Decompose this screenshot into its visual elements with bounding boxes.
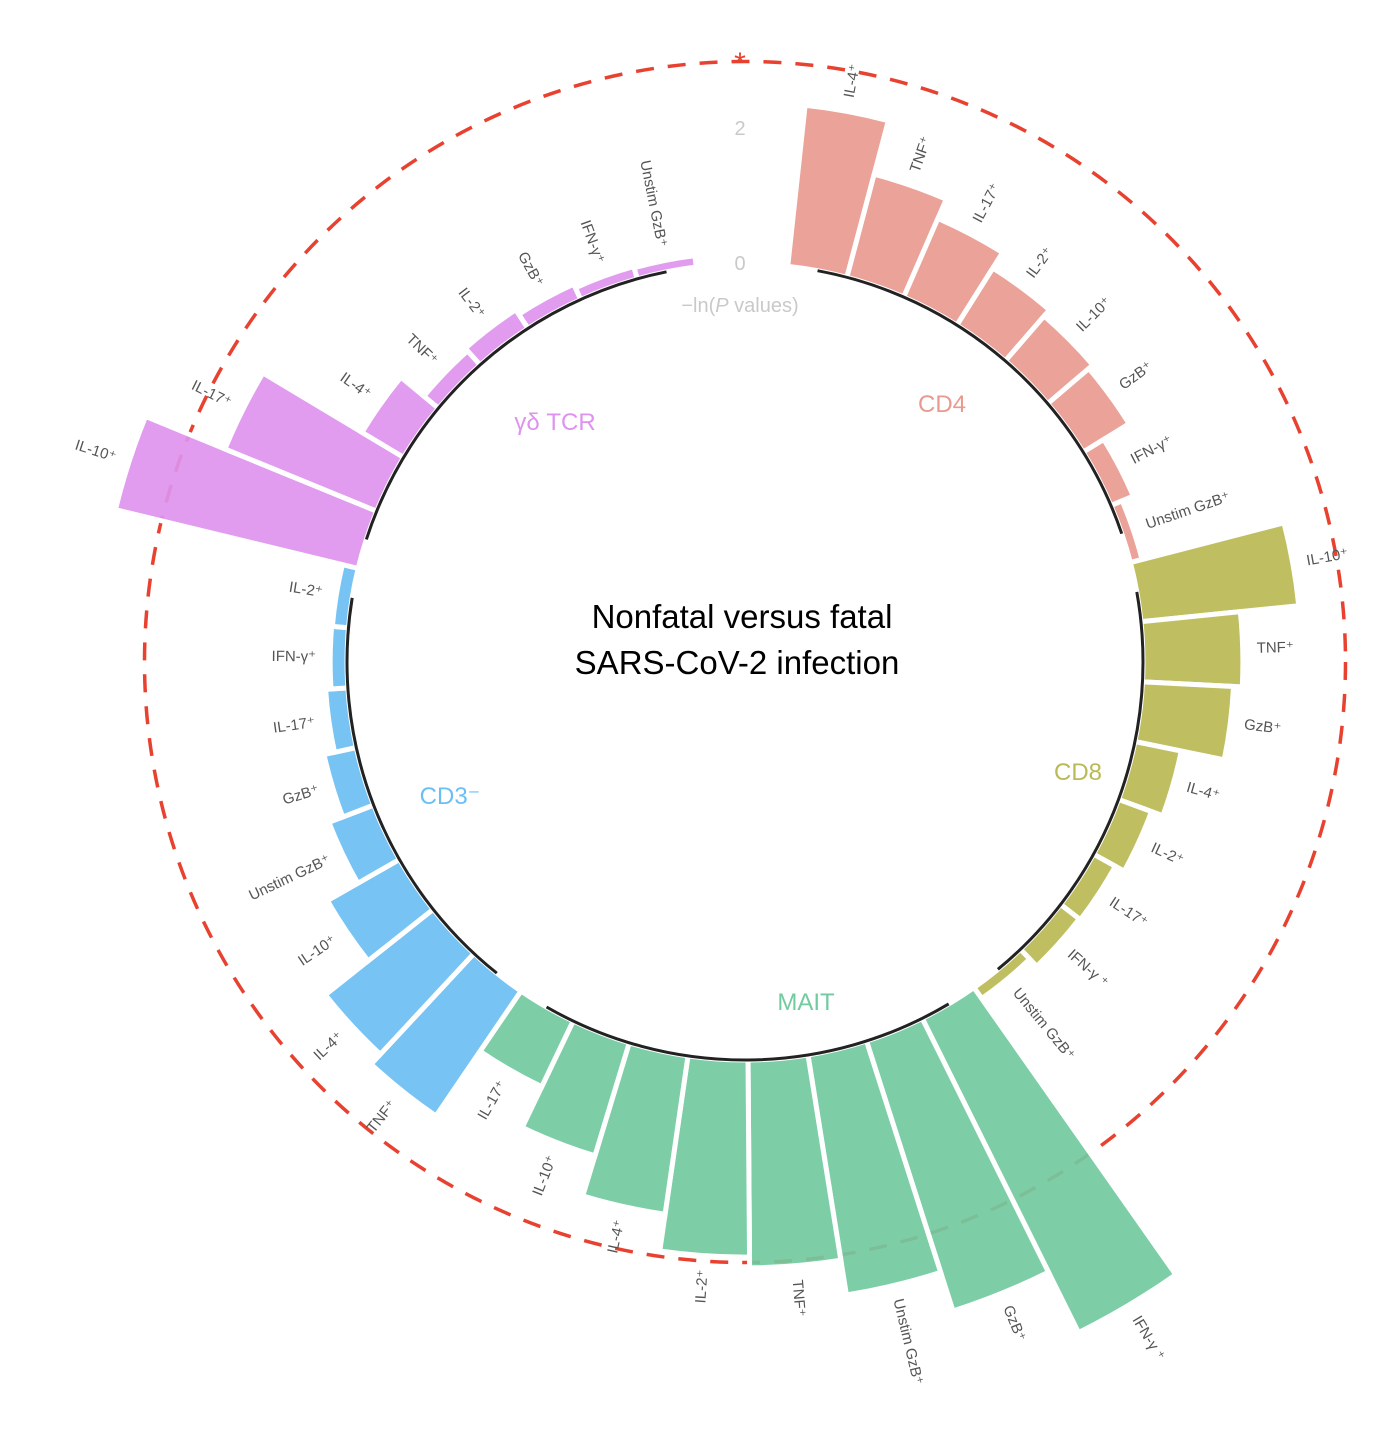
bar — [631, 252, 700, 282]
group-arc — [345, 597, 498, 975]
bar-label: IL-4⁺ — [310, 1029, 346, 1064]
bar-label: Unstim GzB⁺ — [246, 851, 333, 904]
chart-title-line-2: SARS-CoV-2 infection — [575, 644, 900, 681]
bar-label: Unstim GzB⁺ — [889, 1297, 926, 1386]
bar-label: GzB⁺ — [999, 1303, 1029, 1344]
bar-label: IL-10⁺ — [529, 1153, 560, 1198]
bar-label: IL-17⁺ — [272, 714, 316, 737]
bar-label: IL-2⁺ — [455, 285, 489, 322]
threshold-asterisk: * — [734, 47, 746, 80]
bar-label: IL-17⁺ — [189, 377, 234, 411]
axis-label-italic: P — [715, 295, 729, 317]
bar-label: GzB⁺ — [1243, 716, 1282, 738]
group-label: MAIT — [777, 989, 835, 1016]
bar — [1079, 435, 1137, 509]
bar-label: TNF⁺ — [907, 134, 935, 175]
axis-label-suffix: values) — [729, 295, 799, 317]
bar-label: IL-2⁺ — [1023, 244, 1057, 281]
bar-label: Unstim GzB⁺ — [636, 159, 670, 249]
axis-tick-2: 2 — [734, 118, 745, 140]
group-arc — [817, 269, 1124, 535]
bar-label: GzB⁺ — [514, 249, 547, 290]
bar-label: Unstim GzB⁺ — [1144, 488, 1233, 532]
bar-label: IL-2⁺ — [1148, 839, 1186, 868]
bar-label: IL-2⁺ — [692, 1269, 711, 1304]
bar-label: GzB⁺ — [1116, 358, 1156, 394]
bar-label: IL-4⁺ — [337, 369, 374, 402]
bar-label: IL-4⁺ — [1185, 779, 1222, 805]
bar-label: IL-2⁺ — [288, 579, 324, 601]
bar — [1127, 519, 1302, 625]
bar-label: GzB⁺ — [281, 782, 321, 809]
bar — [329, 561, 362, 631]
group-label: CD3⁻ — [420, 783, 481, 810]
axis-tick-0: 0 — [734, 253, 745, 275]
group-label: CD8 — [1054, 759, 1102, 786]
group-arc — [364, 270, 667, 540]
bar-label: IL-10⁺ — [73, 437, 118, 466]
chart-title-line-1: Nonfatal versus fatal — [592, 598, 893, 635]
bar-label: IL-17⁺ — [474, 1078, 510, 1123]
group-arc — [996, 591, 1145, 971]
bar-label: IFN-γ⁺ — [1128, 432, 1175, 468]
bar-label: IFN-γ ⁺ — [1129, 1313, 1169, 1364]
bar-label: IFN-γ⁺ — [577, 218, 608, 266]
bar-label: IL-4⁺ — [841, 63, 864, 99]
axis-label-prefix: −ln( — [681, 295, 715, 317]
bar — [367, 949, 525, 1120]
bar-label: IL-4⁺ — [604, 1218, 628, 1255]
bar — [784, 102, 892, 281]
bar-label: IL-10⁺ — [1073, 294, 1115, 336]
bar-label: IL-10⁺ — [1305, 545, 1349, 569]
bar — [515, 280, 585, 332]
group-label: γδ TCR — [514, 409, 595, 436]
group-label: CD4 — [918, 391, 966, 418]
bar-label: IL-17⁺ — [969, 180, 1004, 225]
bar — [1107, 497, 1146, 566]
bar — [1138, 608, 1246, 690]
threshold-circle — [142, 59, 1348, 1265]
bar-label: IFN-γ⁺ — [271, 648, 316, 665]
group-arc — [545, 1002, 950, 1062]
bar-label: TNF⁺ — [403, 331, 441, 369]
axis-label: −ln(P values) — [681, 295, 798, 317]
bar-label: IL-17⁺ — [1106, 894, 1151, 931]
bar — [918, 984, 1180, 1336]
bar-label: IL-10⁺ — [295, 932, 339, 970]
bar — [112, 413, 380, 572]
bar-label: TNF⁺ — [1256, 639, 1294, 657]
bar-label: IFN-γ ⁺ — [1064, 946, 1112, 991]
bar-label: TNF⁺ — [789, 1279, 809, 1317]
bar-label: TNF⁺ — [364, 1097, 400, 1137]
